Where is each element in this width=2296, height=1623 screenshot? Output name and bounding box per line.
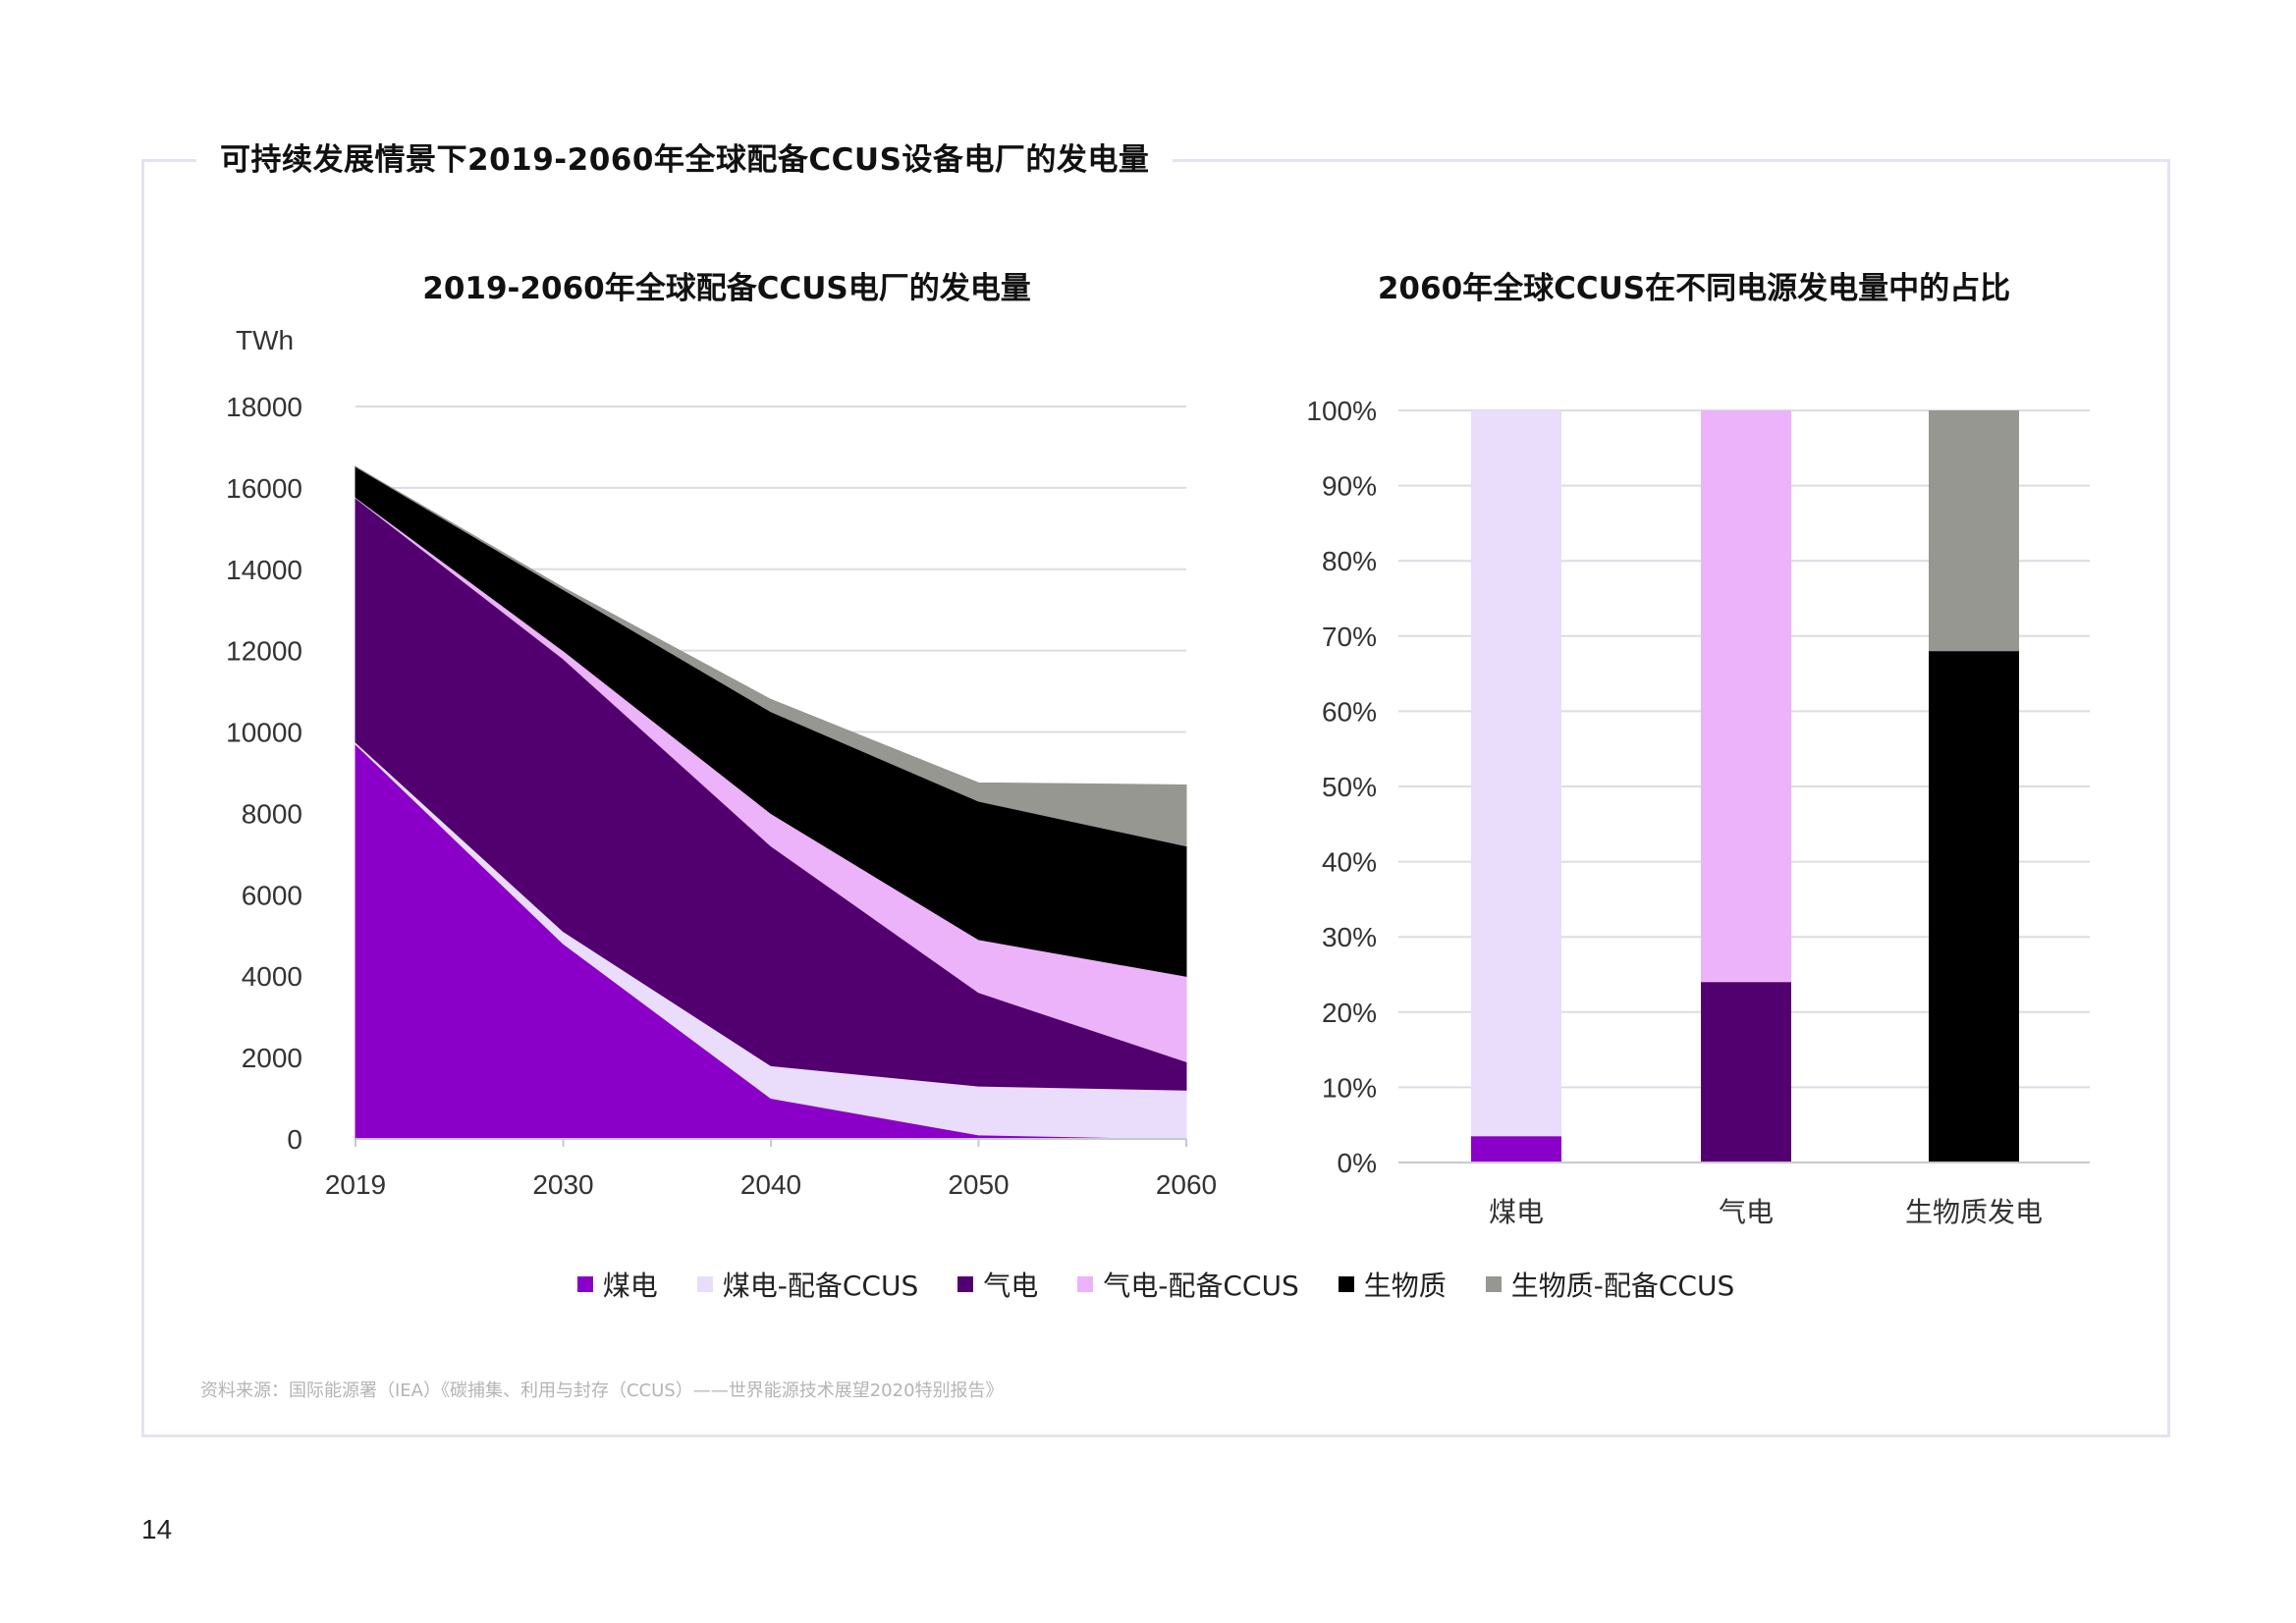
x-category-label: 煤电: [1489, 1197, 1544, 1227]
y-tick-label: 0%: [1338, 1148, 1377, 1178]
y-tick-label: 16000: [226, 473, 302, 504]
y-tick-label: 2000: [242, 1043, 302, 1073]
area-chart-title: 2019-2060年全球配备CCUS电厂的发电量: [422, 271, 1031, 306]
bar-segment: [1701, 410, 1791, 983]
x-tick-label: 2060: [1156, 1169, 1217, 1200]
legend-item: 生物质-配备CCUS: [1485, 1265, 1735, 1304]
x-tick-label: 2030: [532, 1169, 593, 1200]
legend-label: 煤电-配备CCUS: [722, 1270, 919, 1302]
area-series: [355, 465, 1187, 847]
bar-segment: [1471, 1136, 1561, 1163]
bar-segment: [1701, 982, 1791, 1163]
y-axis-label: TWh: [236, 325, 294, 355]
legend-swatch: [696, 1276, 713, 1292]
y-tick-label: 50%: [1322, 772, 1377, 802]
y-tick-label: 4000: [242, 961, 302, 992]
area-chart: 0 2000 4000 6000 8000 10000 12000 14000 16000 180…: [226, 325, 1217, 1200]
y-tick-label: 14000: [226, 555, 302, 585]
y-tick-label: 8000: [242, 798, 302, 829]
legend-label: 煤电: [602, 1270, 658, 1302]
y-tick-label: 80%: [1322, 546, 1377, 576]
y-tick-label: 12000: [226, 636, 302, 667]
legend-swatch: [576, 1276, 593, 1292]
legend-item: 生物质: [1338, 1265, 1447, 1304]
y-tick-label: 10%: [1322, 1072, 1377, 1103]
legend-item: 气电-配备CCUS: [1077, 1265, 1299, 1304]
bar-chart-title: 2060年全球CCUS在不同电源发电量中的占比: [1377, 271, 2011, 306]
y-tick-label: 40%: [1322, 847, 1377, 878]
x-tick-label: 2019: [325, 1169, 386, 1200]
bar-chart: 0% 10% 20% 30% 40% 50% 60% 70% 80% 90% 100% 煤电 气电 生物质…: [1306, 396, 2090, 1227]
legend-swatch: [1077, 1276, 1094, 1292]
legend-swatch: [957, 1276, 974, 1292]
legend-swatch: [1485, 1276, 1502, 1292]
page-number: 14: [141, 1514, 173, 1544]
legend-label: 生物质: [1363, 1270, 1447, 1302]
y-tick-label: 30%: [1322, 922, 1377, 952]
bar-segment: [1471, 410, 1561, 1137]
bar-segment: [1929, 410, 2019, 652]
x-tick-label: 2040: [740, 1169, 801, 1200]
x-category-label: 生物质发电: [1905, 1197, 2043, 1227]
legend-label: 气电: [983, 1270, 1039, 1302]
y-tick-label: 70%: [1322, 622, 1377, 652]
x-tick-label: 2050: [948, 1169, 1009, 1200]
legend-swatch: [1338, 1276, 1354, 1292]
legend-label: 生物质-配备CCUS: [1510, 1270, 1735, 1302]
legend-item: 煤电: [576, 1265, 658, 1304]
y-tick-label: 60%: [1322, 696, 1377, 727]
y-tick-label: 6000: [242, 880, 302, 910]
y-tick-label: 20%: [1322, 998, 1377, 1028]
legend-label: 气电-配备CCUS: [1103, 1270, 1299, 1302]
legend: 煤电 煤电-配备CCUS 气电 气电-配备CCUS 生物质 生物质-配备CCUS: [0, 1265, 2296, 1304]
x-category-label: 气电: [1719, 1197, 1774, 1227]
legend-item: 气电: [957, 1265, 1038, 1304]
y-tick-label: 10000: [226, 718, 302, 748]
y-tick-label: 0: [287, 1124, 302, 1155]
y-tick-label: 100%: [1306, 396, 1377, 426]
y-tick-label: 18000: [226, 392, 302, 422]
figure-title: 可持续发展情景下2019-2060年全球配备CCUS设备电厂的发电量: [196, 137, 1174, 183]
legend-item: 煤电-配备CCUS: [696, 1265, 919, 1304]
source-note: 资料来源：国际能源署（IEA）《碳捕集、利用与封存（CCUS）——世界能源技术展…: [200, 1380, 1004, 1401]
bar-segment: [1929, 651, 2019, 1163]
y-tick-label: 90%: [1322, 471, 1377, 502]
